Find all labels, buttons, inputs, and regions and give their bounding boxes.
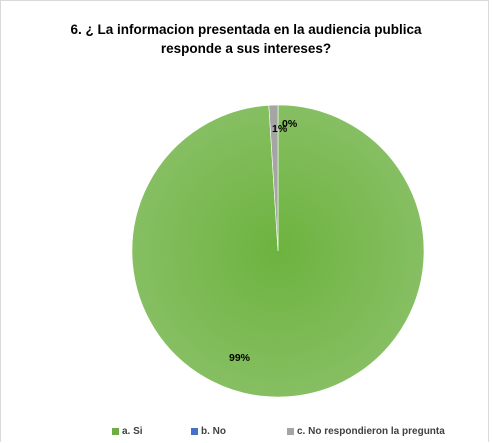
legend-swatch-c: [287, 428, 294, 435]
legend-label-b: b. No: [201, 426, 226, 437]
chart-title: 6. ¿ La informacion presentada en la aud…: [70, 22, 422, 56]
legend-swatch-a: [112, 428, 119, 435]
legend-item-a: a. Si: [112, 426, 143, 437]
data-label-no: 0%: [282, 118, 298, 130]
data-label-si: 99%: [229, 352, 251, 364]
data-label-no-respondieron: 1%: [272, 123, 288, 135]
legend-item-b: b. No: [191, 426, 226, 437]
legend-swatch-b: [191, 428, 198, 435]
chart-legend: a. Si b. No c. No respondieron la pregun…: [1, 426, 490, 440]
pie-slice-no-respondieron: [268, 104, 279, 252]
legend-item-c: c. No respondieron la pregunta: [287, 426, 445, 437]
legend-label-a: a. Si: [122, 426, 143, 437]
legend-label-c: c. No respondieron la pregunta: [297, 426, 445, 437]
